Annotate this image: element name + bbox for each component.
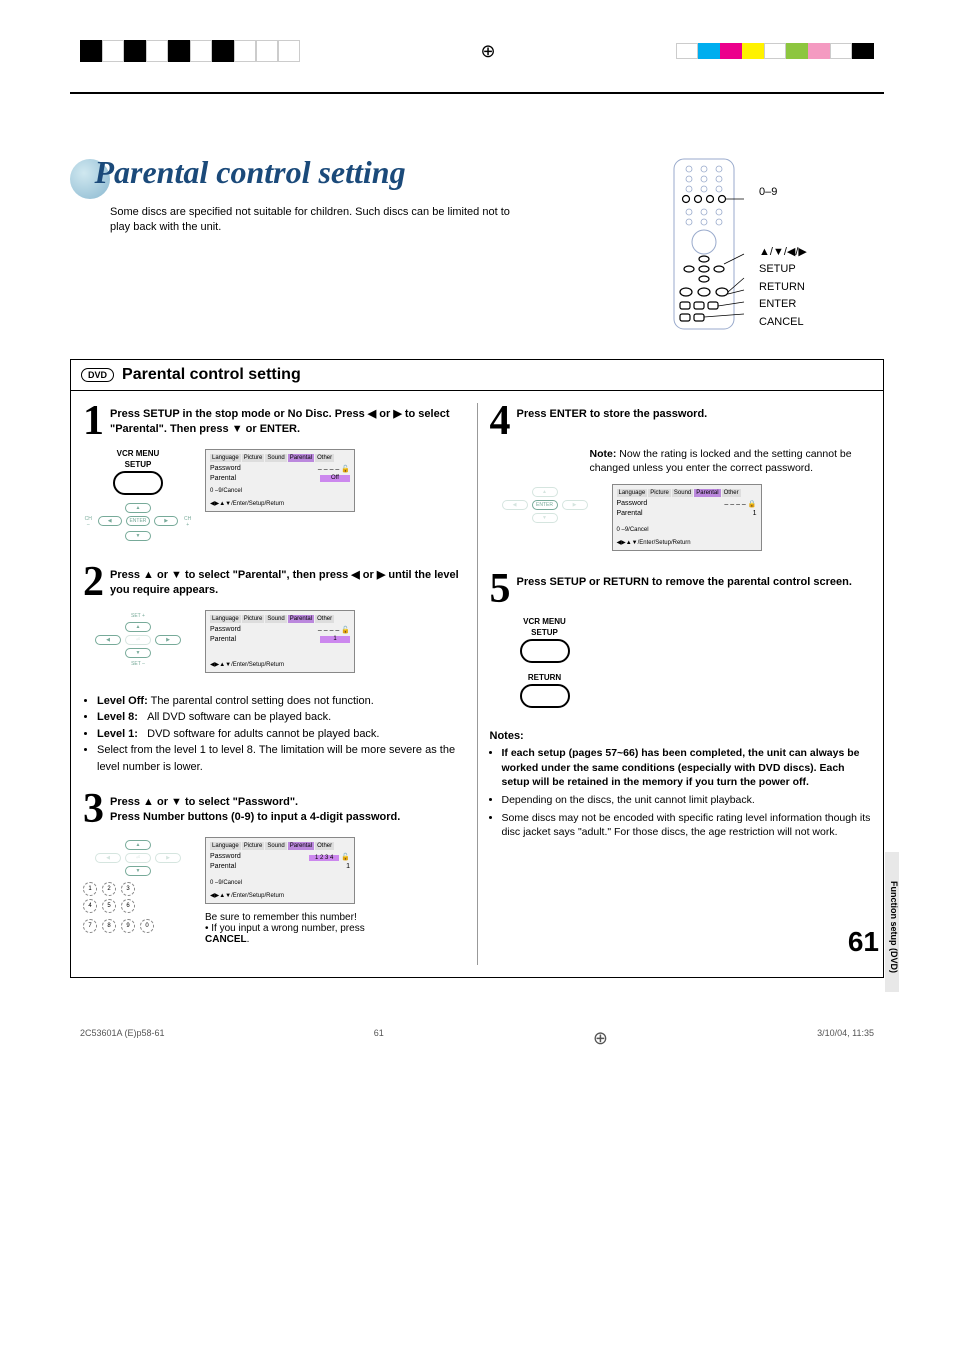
button-diagram: VCR MENU SETUP RETURN bbox=[490, 617, 600, 710]
step-number: 3 bbox=[83, 791, 104, 829]
osd-menu-screen: Language Picture Sound Parental Other Pa… bbox=[205, 837, 355, 904]
step-4: 4 Press ENTER to store the password. Not… bbox=[490, 403, 872, 551]
print-registration-marks: ⊕ bbox=[0, 0, 954, 72]
osd-menu-screen: Language Picture Sound Parental Other Pa… bbox=[612, 484, 762, 551]
step-4-note: Note: Now the rating is locked and the s… bbox=[590, 447, 872, 476]
footer-page: 61 bbox=[374, 1028, 384, 1049]
remote-label-numbers: 0–9 bbox=[759, 184, 807, 202]
print-footer: 2C53601A (E)p58-61 61 ⊕ 3/10/04, 11:35 bbox=[0, 1018, 954, 1059]
remote-label-return: RETURN bbox=[759, 279, 807, 297]
page-subtitle: Some discs are specified not suitable fo… bbox=[110, 205, 530, 236]
navpad-diagram: ▲ ◀ENTER▶ ▼ bbox=[490, 484, 600, 526]
osd-menu-screen: Language Picture Sound Parental Other Pa… bbox=[205, 610, 355, 673]
color-marks-right bbox=[676, 43, 874, 59]
remote-label-arrows: ▲/▼/◀/▶ bbox=[759, 244, 807, 262]
level-descriptions: Level Off: The parental control setting … bbox=[83, 693, 465, 776]
registration-cross-icon: ⊕ bbox=[593, 1028, 608, 1049]
step-number: 2 bbox=[83, 564, 104, 602]
step-number: 1 bbox=[83, 403, 104, 441]
step-5: 5 Press SETUP or RETURN to remove the pa… bbox=[490, 571, 872, 710]
remote-label-enter: ENTER bbox=[759, 296, 807, 314]
footer-timestamp: 3/10/04, 11:35 bbox=[817, 1028, 874, 1049]
section-title: Parental control setting bbox=[122, 366, 301, 384]
step-2: 2 Press ▲ or ▼ to select "Parental", the… bbox=[83, 564, 465, 673]
top-rule bbox=[70, 92, 884, 94]
side-tab: Function setup (DVD) bbox=[885, 852, 899, 992]
navpad-numpad-diagram: ▲ ◀⏎▶ ▼ 123 456 7890 bbox=[83, 837, 193, 933]
step-1: 1 Press SETUP in the stop mode or No Dis… bbox=[83, 403, 465, 544]
step-number: 4 bbox=[490, 403, 511, 441]
notes-section: Notes: If each setup (pages 57~66) has b… bbox=[490, 730, 872, 840]
button-diagram: VCR MENU SETUP ▲ CH – ◀ENTER▶ CH + ▼ bbox=[83, 449, 193, 544]
remote-diagram: 0–9 ▲/▼/◀/▶ SETUP RETURN ENTER CANCEL bbox=[664, 154, 884, 339]
black-marks-left bbox=[80, 40, 300, 62]
step-text: Press SETUP or RETURN to remove the pare… bbox=[517, 571, 852, 590]
footer-doc-id: 2C53601A (E)p58-61 bbox=[80, 1028, 165, 1049]
osd-menu-screen: Language Picture Sound Parental Other Pa… bbox=[205, 449, 355, 512]
step-text: Press SETUP in the stop mode or No Disc.… bbox=[110, 403, 465, 438]
remote-label-cancel: CANCEL bbox=[759, 314, 807, 332]
notes-heading: Notes: bbox=[490, 730, 872, 742]
step-number: 5 bbox=[490, 571, 511, 609]
page-number: 61 bbox=[848, 926, 879, 958]
step-3: 3 Press ▲ or ▼ to select "Password". Pre… bbox=[83, 791, 465, 945]
page-title: Parental control setting bbox=[94, 154, 405, 190]
remote-label-setup: SETUP bbox=[759, 261, 807, 279]
step-text: Press ENTER to store the password. bbox=[517, 403, 708, 422]
column-divider bbox=[477, 403, 478, 965]
instruction-section: DVD Parental control setting 1 Press SET… bbox=[70, 359, 884, 978]
registration-cross-icon: ⊕ bbox=[480, 41, 495, 62]
step-text: Press ▲ or ▼ to select "Parental", then … bbox=[110, 564, 465, 599]
step-text: Press ▲ or ▼ to select "Password". Press… bbox=[110, 791, 400, 826]
dvd-badge: DVD bbox=[81, 368, 114, 382]
navpad-diagram: SET + ▲ ◀⏎▶ ▼ SET – bbox=[83, 610, 193, 670]
remember-note: Be sure to remember this number! • If yo… bbox=[205, 912, 385, 945]
